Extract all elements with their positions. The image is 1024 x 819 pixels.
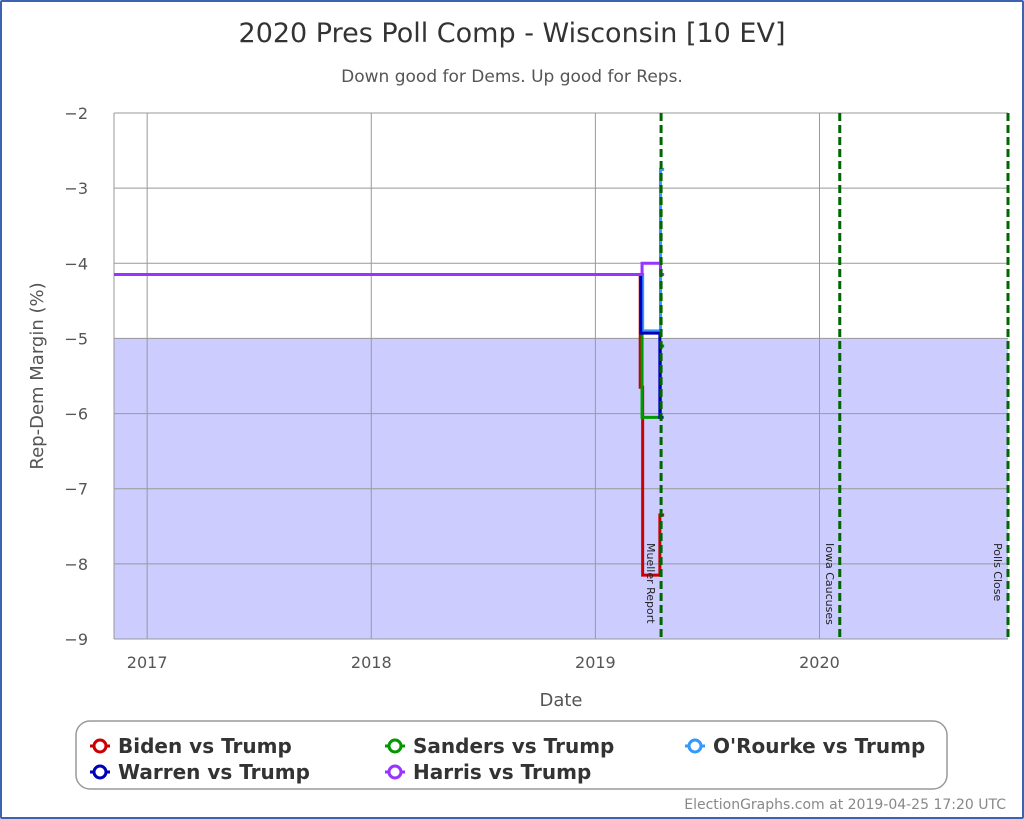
- y-tick-label: −6: [64, 405, 88, 424]
- legend-marker-icon: [92, 738, 108, 754]
- legend-item: Sanders vs Trump: [413, 734, 614, 758]
- credit-text: ElectionGraphs.com at 2019-04-25 17:20 U…: [684, 797, 1006, 813]
- y-tick-label: −9: [64, 630, 88, 649]
- legend-marker-icon: [687, 738, 703, 754]
- event-label: Polls Close: [991, 543, 1004, 602]
- legend-item: Harris vs Trump: [413, 760, 591, 784]
- y-tick-label: −3: [64, 179, 88, 198]
- legend-item: Warren vs Trump: [118, 760, 310, 784]
- y-tick-label: −4: [64, 254, 88, 273]
- legend-marker-icon: [92, 764, 108, 780]
- legend-item: Biden vs Trump: [118, 734, 292, 758]
- legend-marker-icon: [387, 738, 403, 754]
- y-tick-label: −8: [64, 555, 88, 574]
- x-tick-label: 2018: [351, 653, 392, 672]
- x-tick-label: 2020: [799, 653, 840, 672]
- y-tick-label: −5: [64, 329, 88, 348]
- x-tick-label: 2019: [575, 653, 616, 672]
- chart-subtitle: Down good for Dems. Up good for Reps.: [341, 67, 683, 87]
- legend-box: [75, 720, 948, 790]
- y-axis-label: Rep-Dem Margin (%): [27, 282, 48, 469]
- x-axis-label: Date: [539, 690, 582, 711]
- y-tick-label: −7: [64, 480, 88, 499]
- event-label: Iowa Caucuses: [823, 543, 836, 625]
- y-tick-label: −2: [64, 104, 88, 123]
- legend-item: O'Rourke vs Trump: [713, 734, 925, 758]
- x-tick-label: 2017: [127, 653, 168, 672]
- legend-marker-icon: [387, 764, 403, 780]
- chart-title: 2020 Pres Poll Comp - Wisconsin [10 EV]: [239, 18, 786, 49]
- event-label: Mueller Report: [644, 543, 657, 624]
